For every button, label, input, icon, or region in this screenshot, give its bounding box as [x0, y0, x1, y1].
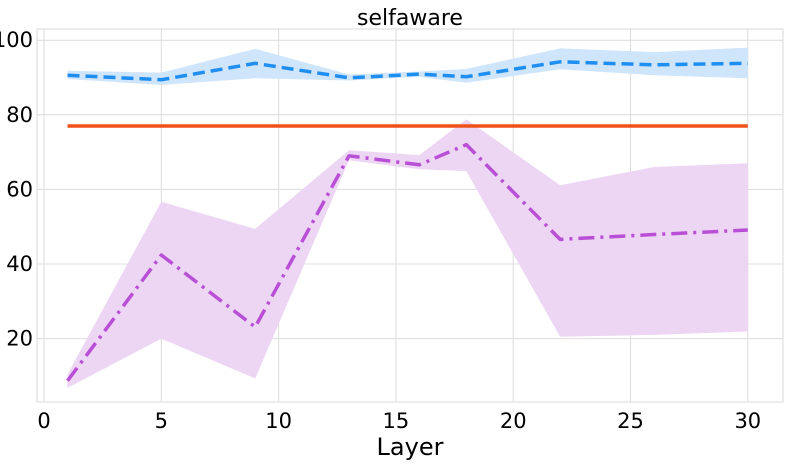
x-tick-label: 5	[155, 409, 168, 433]
confidence-bands	[67, 47, 748, 388]
y-tick-label: 80	[6, 103, 33, 127]
chart-title: selfaware	[357, 6, 463, 31]
x-tick-label: 25	[617, 409, 644, 433]
y-tick-label: 20	[6, 327, 33, 351]
plot-frame	[36, 28, 784, 403]
y-tick-label: 100	[0, 28, 33, 52]
y-axis-ticks: 20 40 60 80 100	[0, 28, 33, 350]
x-tick-label: 30	[734, 409, 761, 433]
blue-dashed-line	[67, 60, 748, 82]
x-tick-label: 10	[265, 409, 292, 433]
y-tick-label: 60	[6, 177, 33, 201]
y-tick-label: 40	[6, 252, 33, 276]
purple-dashdot-line	[66, 142, 748, 382]
x-tick-label: 0	[37, 409, 50, 433]
purple-dashdot-band	[67, 119, 748, 388]
blue-dashed-band	[67, 47, 748, 85]
x-axis-label: Layer	[377, 433, 444, 461]
x-tick-label: 15	[383, 409, 410, 433]
x-axis-ticks: 0 5 10 15 20 25 30	[37, 409, 761, 433]
x-tick-label: 20	[500, 409, 527, 433]
series-lines	[66, 60, 748, 382]
